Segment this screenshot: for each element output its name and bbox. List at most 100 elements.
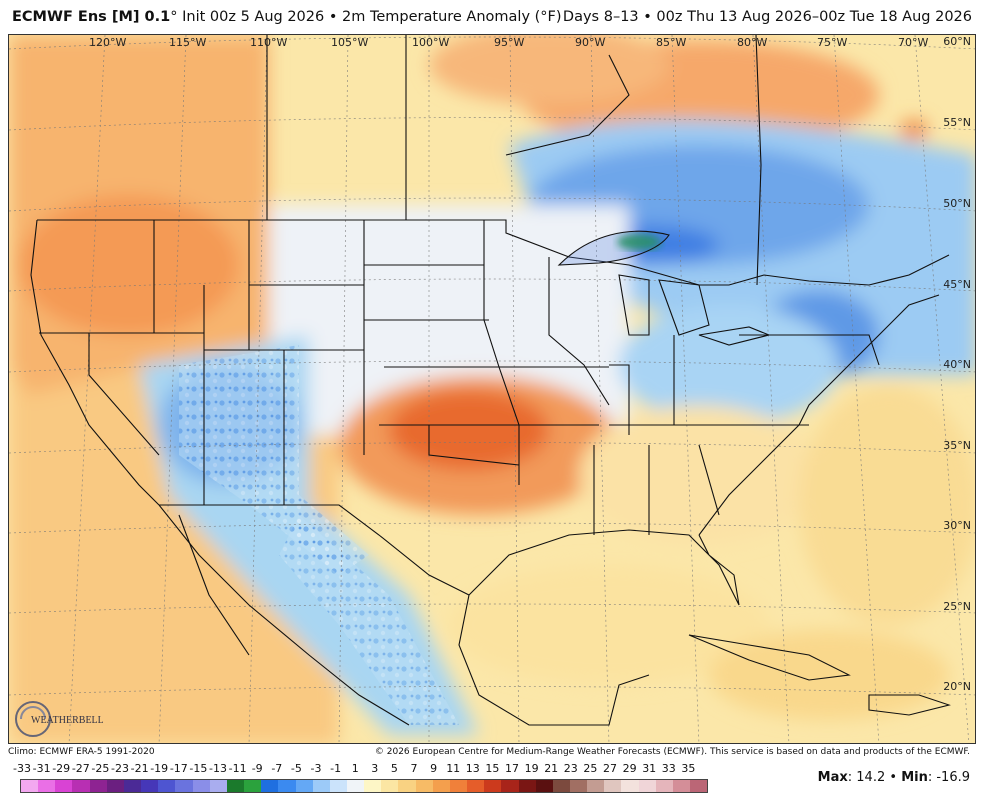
lat-label: 50°N: [943, 197, 971, 210]
init-time: Init 00z 5 Aug 2026: [182, 9, 325, 25]
lon-label: 75°W: [817, 36, 848, 49]
scale-swatch: [226, 780, 245, 792]
weatherbell-logo: WEATHERBELL: [13, 699, 104, 739]
scale-swatch: [89, 780, 107, 792]
map-panel: 120°W 115°W 110°W 105°W 100°W 95°W 90°W …: [8, 34, 976, 744]
logo-wordmark: WEATHERBELL: [31, 715, 103, 726]
scale-swatch: [467, 780, 485, 792]
lat-label: 45°N: [943, 278, 971, 291]
scale-swatch: [535, 780, 553, 792]
texture-mex: [279, 515, 459, 725]
graticule: [9, 35, 975, 743]
scale-label: -33: [13, 762, 31, 775]
lon-label: 70°W: [898, 36, 929, 49]
scale-label: -19: [150, 762, 169, 775]
min-label: Min: [901, 770, 928, 785]
scale-label: 15: [485, 762, 500, 775]
scale-label: 25: [583, 762, 598, 775]
scale-swatch: [38, 780, 56, 792]
scale-swatch: [261, 780, 279, 792]
valid-range: Days 8–13 • 00z Thu 13 Aug 2026–00z Tue …: [562, 9, 972, 25]
scale-swatch: [21, 780, 39, 792]
max-label: Max: [817, 770, 848, 785]
scale-label: -31: [32, 762, 51, 775]
scale-swatch: [672, 780, 691, 792]
scale-label: 33: [661, 762, 676, 775]
scale-label: 17: [505, 762, 519, 775]
scale-swatch: [484, 780, 502, 792]
lon-label: 85°W: [656, 36, 687, 49]
scale-label: -17: [169, 762, 188, 775]
scale-label: -5: [290, 762, 302, 775]
color-scale: -33 -31 -29 -27 -25 -23 -21 -19 -17 -15 -13 -11 -9 -7…: [12, 762, 708, 802]
lat-label: 25°N: [943, 600, 971, 613]
scale-label: -21: [130, 762, 149, 775]
scale-swatch: [570, 780, 588, 792]
scale-label: 31: [642, 762, 657, 775]
lon-label: 110°W: [250, 36, 288, 49]
scale-swatch: [364, 780, 382, 792]
scale-label: 21: [544, 762, 559, 775]
scale-swatch: [329, 780, 347, 792]
copyright-note: © 2026 European Centre for Medium-Range …: [374, 747, 970, 757]
model-name: ECMWF Ens [M] 0.1: [12, 9, 171, 25]
scale-swatch: [552, 780, 570, 792]
scale-swatch: [449, 780, 468, 792]
scale-swatch: [72, 780, 90, 792]
max-value: 14.2: [856, 770, 886, 785]
climo-note: Climo: ECMWF ERA-5 1991-2020: [8, 747, 155, 757]
scale-label: 5: [390, 762, 398, 775]
scale-label: 1: [351, 762, 359, 775]
lon-label: 120°W: [89, 36, 127, 49]
min-value: -16.9: [936, 770, 970, 785]
scale-swatch: [621, 780, 639, 792]
scale-swatch: [175, 780, 193, 792]
scale-label: -3: [310, 762, 322, 775]
lon-label: 95°W: [494, 36, 525, 49]
scale-label: -7: [271, 762, 283, 775]
lon-label: 100°W: [412, 36, 450, 49]
scale-swatch: [192, 780, 210, 792]
scale-swatch: [106, 780, 124, 792]
scale-label: 29: [622, 762, 637, 775]
scale-swatch: [55, 780, 73, 792]
scale-label: -13: [209, 762, 227, 775]
scale-swatch: [158, 780, 176, 792]
scale-swatch: [278, 780, 296, 792]
lat-label: 20°N: [943, 680, 971, 693]
scale-swatch: [244, 780, 262, 792]
scale-swatch: [398, 780, 416, 792]
lat-label: 40°N: [943, 358, 971, 371]
lat-label: 35°N: [943, 439, 971, 452]
scale-label: -29: [52, 762, 71, 775]
scale-bar: [20, 779, 708, 793]
scale-swatch: [295, 780, 313, 792]
scale-swatch: [381, 780, 399, 792]
lon-label: 115°W: [169, 36, 207, 49]
scale-swatch: [638, 780, 656, 792]
political-borders: [30, 35, 951, 726]
scale-label: 13: [465, 762, 480, 775]
green-core: [617, 234, 661, 250]
bullet-sep: •: [328, 9, 338, 25]
scale-label: 35: [681, 762, 696, 775]
scale-swatch: [432, 780, 450, 792]
scale-label: -23: [111, 762, 129, 775]
scale-label: -9: [251, 762, 263, 775]
scale-swatch: [604, 780, 622, 792]
degree-mark: °: [170, 9, 178, 25]
scale-ticks: -33 -31 -29 -27 -25 -23 -21 -19 -17 -15 -13 -11 -9 -7…: [12, 762, 702, 778]
lat-label: 55°N: [943, 116, 971, 129]
scale-label: -11: [228, 762, 247, 775]
scale-swatch: [518, 780, 536, 792]
scale-label: 19: [524, 762, 539, 775]
texture-sw: [179, 345, 369, 575]
scale-label: 9: [430, 762, 438, 775]
title-left: ECMWF Ens [M] 0.1° Init 00z 5 Aug 2026 •…: [12, 0, 562, 34]
scale-label: 27: [603, 762, 617, 775]
scale-swatch: [415, 780, 433, 792]
stats-bullet: •: [889, 770, 898, 785]
lat-label: 30°N: [943, 519, 971, 532]
scale-label: -25: [91, 762, 110, 775]
scale-label: -15: [189, 762, 208, 775]
